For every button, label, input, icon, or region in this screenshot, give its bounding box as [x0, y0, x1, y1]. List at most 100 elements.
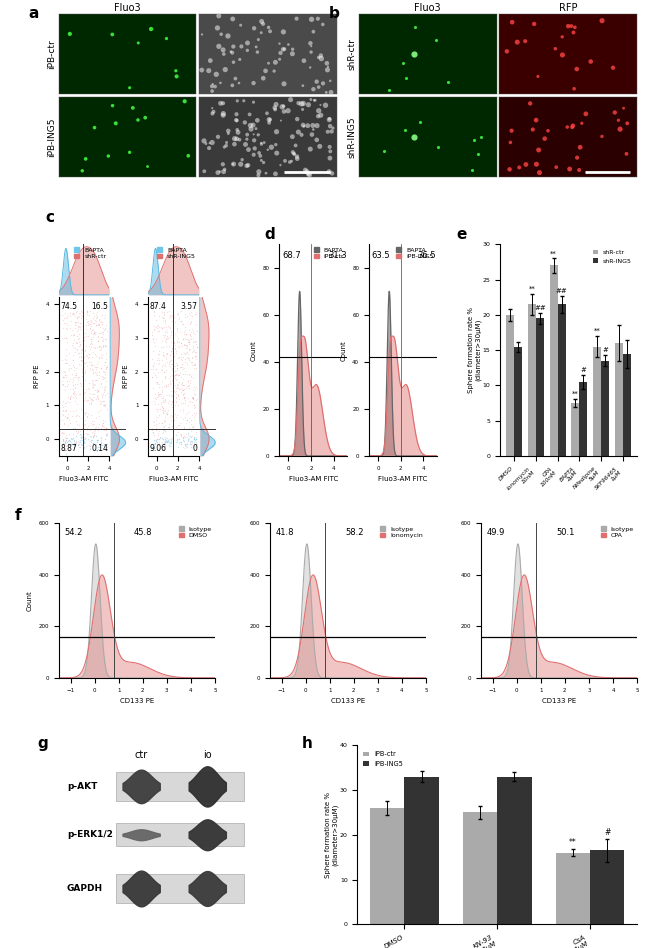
Point — [66, 306, 77, 321]
Point — [89, 357, 99, 373]
Point — [81, 321, 91, 337]
Point — [176, 359, 186, 374]
Point — [85, 396, 96, 411]
Point — [96, 435, 107, 450]
Point — [64, 372, 75, 387]
Point — [296, 127, 307, 142]
Point — [100, 307, 110, 322]
Point — [163, 330, 174, 345]
Point — [162, 346, 172, 361]
Point — [161, 31, 172, 46]
Point — [157, 390, 167, 405]
Point — [157, 399, 168, 414]
Point — [169, 384, 179, 399]
Point — [73, 314, 84, 329]
Point — [90, 306, 101, 321]
Point — [190, 439, 200, 454]
Point — [176, 436, 187, 451]
Point — [568, 25, 578, 40]
Point — [88, 376, 99, 392]
Point — [75, 337, 86, 353]
Point — [58, 431, 68, 447]
Text: 68.7: 68.7 — [282, 250, 301, 260]
Point — [181, 437, 191, 452]
Point — [150, 435, 161, 450]
Point — [173, 387, 183, 402]
Point — [61, 402, 72, 417]
Point — [168, 375, 179, 391]
Point — [168, 380, 178, 395]
Point — [79, 416, 90, 431]
Point — [70, 388, 80, 403]
Point — [150, 396, 160, 411]
Point — [74, 376, 85, 392]
Point — [153, 385, 163, 400]
Point — [165, 323, 176, 338]
Point — [96, 435, 107, 450]
Point — [149, 321, 159, 337]
Point — [68, 353, 78, 368]
Point — [234, 132, 244, 147]
Point — [94, 338, 105, 354]
Point — [59, 378, 70, 393]
Point — [187, 357, 197, 373]
Point — [101, 332, 111, 347]
X-axis label: CD133 PE: CD133 PE — [541, 699, 576, 704]
Point — [84, 440, 95, 455]
Point — [152, 374, 162, 390]
Point — [79, 344, 90, 359]
Y-axis label: RFP PE: RFP PE — [124, 365, 129, 389]
Point — [188, 422, 198, 437]
Point — [92, 333, 103, 348]
Point — [162, 406, 172, 421]
Point — [168, 327, 179, 342]
Point — [328, 120, 338, 136]
Point — [323, 59, 333, 74]
Point — [86, 434, 96, 449]
Point — [384, 82, 394, 98]
Point — [186, 329, 196, 344]
Point — [306, 92, 316, 107]
Point — [57, 412, 68, 428]
Point — [86, 323, 96, 338]
Point — [92, 404, 103, 419]
Point — [93, 419, 103, 434]
Point — [186, 433, 196, 448]
Point — [557, 29, 567, 45]
Point — [91, 392, 101, 407]
Point — [76, 430, 86, 446]
Point — [88, 392, 99, 408]
Point — [187, 391, 198, 406]
Point — [186, 429, 196, 445]
Text: #: # — [602, 347, 608, 353]
Point — [153, 426, 163, 441]
Point — [223, 123, 233, 138]
Point — [184, 414, 194, 429]
Point — [172, 357, 183, 373]
Point — [567, 118, 578, 134]
Point — [249, 21, 259, 36]
Point — [172, 331, 183, 346]
Point — [166, 341, 177, 356]
Point — [185, 316, 195, 331]
Bar — [550, 265, 558, 456]
Point — [82, 408, 92, 423]
Point — [298, 96, 309, 111]
Point — [173, 425, 183, 440]
Point — [73, 345, 83, 360]
Point — [79, 440, 90, 455]
Point — [179, 360, 189, 375]
Point — [183, 410, 194, 426]
Point — [322, 124, 333, 139]
Point — [66, 366, 77, 381]
Point — [166, 435, 176, 450]
Point — [153, 387, 163, 402]
Point — [161, 332, 171, 347]
Point — [270, 137, 281, 153]
Point — [166, 356, 176, 372]
Point — [70, 318, 80, 333]
Point — [151, 432, 161, 447]
Point — [86, 380, 97, 395]
Point — [90, 419, 101, 434]
Point — [69, 438, 79, 453]
